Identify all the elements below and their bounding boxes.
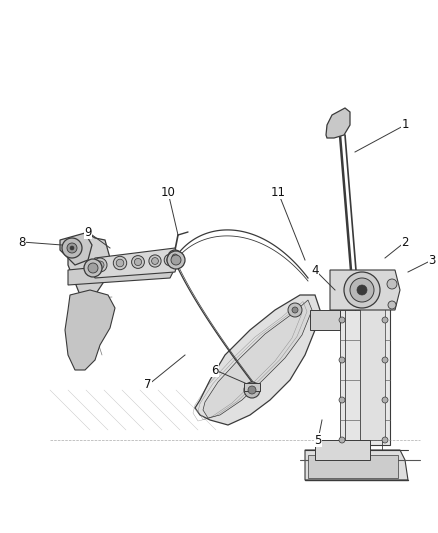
Circle shape bbox=[84, 259, 102, 277]
Circle shape bbox=[168, 250, 182, 264]
Circle shape bbox=[149, 255, 161, 267]
Circle shape bbox=[344, 272, 380, 308]
Polygon shape bbox=[360, 285, 385, 440]
Circle shape bbox=[244, 382, 260, 398]
Circle shape bbox=[382, 317, 388, 323]
Circle shape bbox=[339, 317, 345, 323]
Polygon shape bbox=[305, 450, 408, 480]
Circle shape bbox=[382, 437, 388, 443]
Circle shape bbox=[388, 301, 396, 309]
Polygon shape bbox=[330, 270, 400, 310]
Polygon shape bbox=[68, 260, 175, 285]
Circle shape bbox=[171, 255, 181, 265]
Polygon shape bbox=[315, 440, 370, 460]
Circle shape bbox=[70, 246, 74, 250]
Text: 8: 8 bbox=[18, 236, 26, 248]
Circle shape bbox=[67, 243, 77, 253]
Circle shape bbox=[288, 303, 302, 317]
Text: 9: 9 bbox=[84, 225, 92, 238]
Text: 2: 2 bbox=[401, 236, 409, 248]
Circle shape bbox=[62, 238, 82, 258]
Circle shape bbox=[339, 437, 345, 443]
Polygon shape bbox=[60, 233, 92, 265]
Circle shape bbox=[164, 254, 176, 266]
Text: 6: 6 bbox=[211, 364, 219, 376]
Text: 5: 5 bbox=[314, 433, 321, 447]
Circle shape bbox=[339, 397, 345, 403]
Polygon shape bbox=[326, 108, 350, 138]
Circle shape bbox=[152, 257, 159, 264]
Polygon shape bbox=[195, 295, 320, 425]
Circle shape bbox=[387, 279, 397, 289]
Polygon shape bbox=[310, 310, 340, 330]
Circle shape bbox=[167, 251, 185, 269]
Circle shape bbox=[96, 261, 104, 269]
Circle shape bbox=[339, 357, 345, 363]
Polygon shape bbox=[340, 310, 360, 445]
Circle shape bbox=[167, 257, 173, 263]
Circle shape bbox=[248, 386, 256, 394]
Circle shape bbox=[382, 397, 388, 403]
Text: 10: 10 bbox=[161, 185, 176, 198]
Circle shape bbox=[382, 357, 388, 363]
Circle shape bbox=[357, 285, 367, 295]
Text: 3: 3 bbox=[428, 254, 436, 266]
Text: 11: 11 bbox=[271, 185, 286, 198]
Bar bbox=[244, 383, 260, 391]
Circle shape bbox=[131, 256, 145, 269]
Circle shape bbox=[134, 259, 141, 265]
Polygon shape bbox=[65, 290, 115, 370]
Circle shape bbox=[292, 307, 298, 313]
Circle shape bbox=[93, 258, 107, 272]
Circle shape bbox=[113, 256, 127, 270]
Polygon shape bbox=[90, 248, 178, 278]
Polygon shape bbox=[203, 300, 312, 418]
Text: 4: 4 bbox=[311, 263, 319, 277]
Circle shape bbox=[88, 263, 98, 273]
Polygon shape bbox=[355, 280, 390, 445]
Polygon shape bbox=[68, 235, 110, 295]
Text: 7: 7 bbox=[144, 378, 152, 392]
Circle shape bbox=[116, 259, 124, 267]
Circle shape bbox=[350, 278, 374, 302]
Polygon shape bbox=[308, 455, 398, 478]
Text: 1: 1 bbox=[401, 118, 409, 132]
Circle shape bbox=[172, 254, 178, 260]
